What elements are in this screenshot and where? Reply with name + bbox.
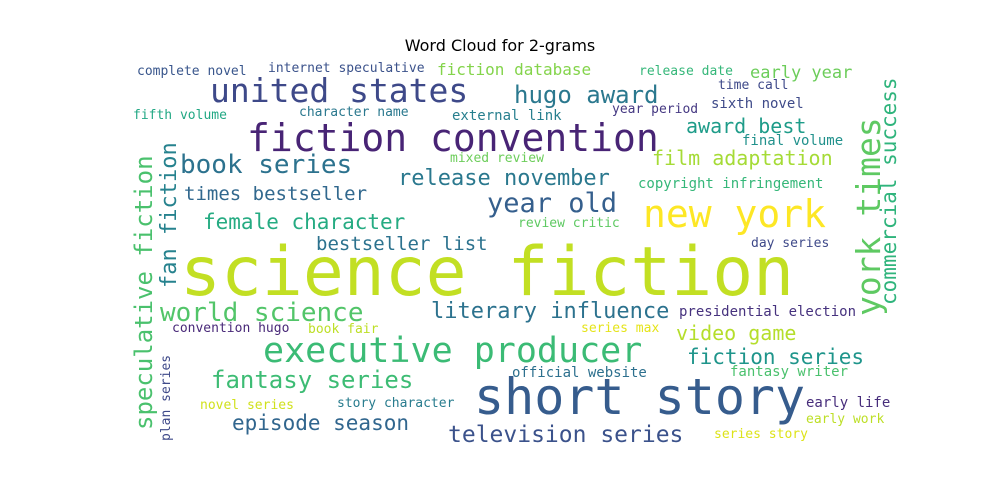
word-television-series: television series: [448, 422, 683, 448]
word-fantasy-series: fantasy series: [211, 366, 413, 394]
word-copyright-infringement: copyright infringement: [638, 176, 823, 192]
word-series-story: series story: [714, 427, 808, 442]
chart-title: Word Cloud for 2-grams: [404, 36, 596, 55]
word-episode-season: episode season: [232, 411, 409, 435]
word-story-character: story character: [337, 396, 455, 411]
word-united-states: united states: [210, 71, 468, 110]
word-female-character: female character: [203, 210, 405, 234]
word-mixed-review: mixed review: [450, 151, 544, 166]
word-series-max: series max: [581, 321, 659, 336]
word-film-adaptation: film adaptation: [652, 146, 833, 170]
word-external-link: external link: [452, 108, 562, 124]
word-bestseller-list: bestseller list: [316, 233, 488, 255]
word-internet-speculative: internet speculative: [268, 61, 425, 76]
word-fifth-volume: fifth volume: [133, 108, 227, 123]
word-award-best: award best: [686, 114, 806, 138]
word-early-year: early year: [750, 63, 852, 83]
word-presidential-election: presidential election: [679, 304, 856, 320]
word-official-website: official website: [512, 365, 647, 381]
word-final-volume: final volume: [742, 133, 843, 149]
word-day-series: day series: [751, 236, 829, 251]
word-time-call: time call: [718, 78, 788, 93]
word-character-name: character name: [299, 105, 409, 120]
word-early-life: early life: [806, 395, 890, 411]
word-york-times: york times: [849, 117, 888, 316]
word-release-date: release date: [639, 64, 733, 79]
word-year-period: year period: [612, 102, 698, 117]
word-science-fiction: science fiction: [180, 233, 794, 312]
word-world-science: world science: [160, 298, 364, 328]
word-new-york: new york: [643, 192, 826, 236]
word-convention-hugo: convention hugo: [172, 321, 289, 336]
word-times-bestseller: times bestseller: [184, 183, 367, 205]
word-sixth-novel: sixth novel: [711, 96, 804, 112]
word-release-november: release november: [398, 166, 610, 191]
word-short-story: short story: [474, 368, 805, 426]
word-commercial-success: commercial success: [877, 77, 901, 305]
word-fantasy-writer: fantasy writer: [730, 364, 848, 380]
word-book-fair: book fair: [308, 322, 379, 337]
word-fiction-convention: fiction convention: [247, 116, 659, 160]
word-fiction-database: fiction database: [437, 60, 591, 79]
word-fiction-series: fiction series: [687, 345, 864, 369]
word-early-work: early work: [806, 412, 884, 427]
word-executive-producer: executive producer: [263, 331, 642, 371]
word-fan-fiction: fan fiction: [157, 142, 182, 288]
word-speculative-fiction: speculative fiction: [130, 155, 158, 430]
word-review-critic: review critic: [518, 216, 620, 231]
word-hugo-award: hugo award: [514, 81, 659, 109]
word-year-old: year old: [487, 188, 617, 219]
word-plan-series: plan series: [159, 355, 174, 441]
word-complete-novel: complete novel: [137, 64, 247, 79]
word-literary-influence: literary influence: [431, 299, 669, 324]
word-book-series: book series: [180, 150, 352, 180]
word-novel-series: novel series: [200, 398, 294, 413]
word-video-game: video game: [676, 321, 796, 345]
